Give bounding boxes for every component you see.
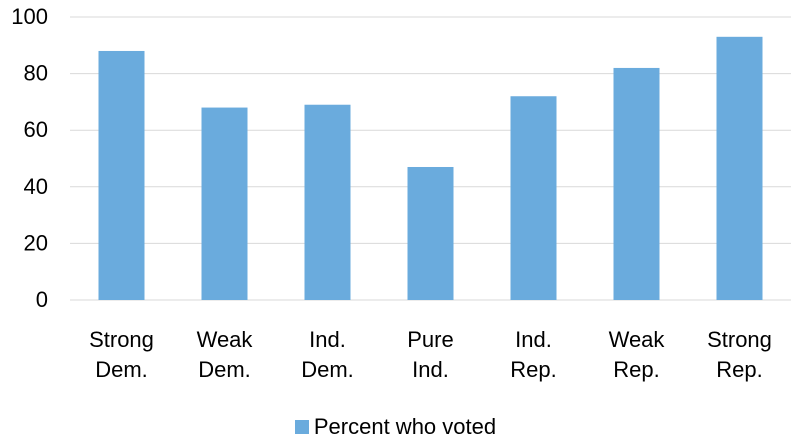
x-tick-label: Dem. <box>95 357 148 382</box>
bar <box>304 104 351 300</box>
x-tick-label: Ind. <box>309 327 346 352</box>
x-tick-label: Ind. <box>412 357 449 382</box>
bar <box>201 107 248 300</box>
y-tick-label: 100 <box>11 4 48 29</box>
legend: Percent who voted <box>0 414 791 440</box>
x-tick-label: Dem. <box>301 357 354 382</box>
x-tick-label: Strong <box>89 327 154 352</box>
bar-chart: 0 20 40 60 80 100 Strong Dem. Weak Dem. Ind. Dem. Pu… <box>11 4 791 382</box>
y-tick-label: 60 <box>24 117 48 142</box>
bar <box>716 36 763 301</box>
x-tick-label: Strong <box>707 327 772 352</box>
legend-label: Percent who voted <box>313 414 497 439</box>
x-tick-label: Dem. <box>198 357 251 382</box>
y-tick-label: 80 <box>24 61 48 86</box>
bar <box>407 166 454 300</box>
x-tick-label: Rep. <box>716 357 762 382</box>
x-tick-label: Rep. <box>613 357 659 382</box>
x-tick-label: Weak <box>609 327 666 352</box>
y-tick-label: 20 <box>24 230 48 255</box>
x-tick-label: Ind. <box>515 327 552 352</box>
bar <box>510 96 557 301</box>
y-tick-label: 40 <box>24 174 48 199</box>
x-tick-label: Pure <box>407 327 453 352</box>
bar <box>98 50 145 301</box>
x-tick-label: Rep. <box>510 357 556 382</box>
bar <box>613 67 660 300</box>
y-tick-label: 0 <box>36 287 48 312</box>
legend-swatch <box>294 420 309 434</box>
x-tick-label: Weak <box>197 327 254 352</box>
